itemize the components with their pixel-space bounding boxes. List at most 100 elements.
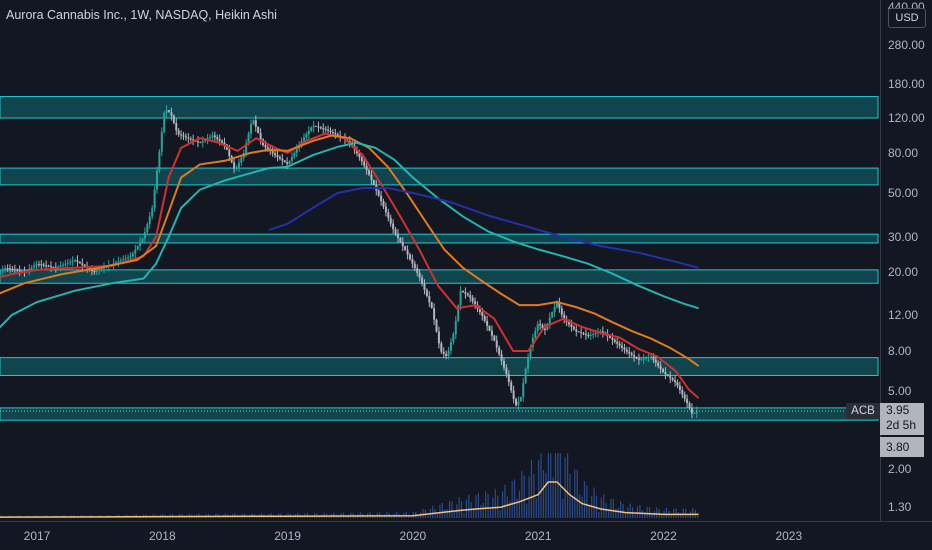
volume-bar [569,473,571,518]
candle-body [625,349,628,352]
volume-bar [504,484,506,518]
candle-body [11,268,14,270]
candle-body [394,229,397,234]
candle-body [524,368,527,383]
candle-body [54,267,57,269]
candle-body [62,264,65,266]
candle-body [160,132,163,152]
candle-body [452,334,455,343]
candle-body [413,263,416,269]
candle-body [100,268,103,270]
candle-body [329,130,332,133]
candle-body [543,328,546,330]
volume-bar [410,515,412,518]
candle-body [652,356,655,360]
candle-body [295,148,298,153]
volume-bar [624,513,627,518]
volume-bar [460,501,463,518]
currency-badge[interactable]: USD [888,8,926,28]
candle-body [288,161,291,165]
price-tick-label: 120.00 [888,111,925,125]
candle-body [115,262,118,264]
candle-body [158,151,161,171]
volume-bar [528,476,530,518]
candle-body [129,256,132,258]
volume-bar [229,516,231,518]
volume-bar [446,509,448,518]
candle-body [254,120,257,127]
candle-body [618,343,621,346]
price-chart-plot[interactable] [0,0,880,550]
candle-body [302,137,305,141]
candle-body [423,283,426,290]
volume-bar [634,514,636,518]
volume-bar [670,514,672,518]
candle-body [141,238,144,243]
volume-bar [513,479,516,518]
volume-bar [680,513,682,518]
candle-body [690,408,693,414]
volume-bar [338,515,340,518]
candle-body [40,264,43,266]
candle-body [52,266,55,268]
candle-body [182,135,185,137]
ma-blue-line [268,187,699,269]
volume-bar [473,508,475,518]
candle-body [319,127,322,129]
volume-bar [485,491,487,518]
volume-bar [501,491,504,518]
candle-body [49,266,52,268]
candle-body [146,224,149,233]
candle-body [153,189,156,209]
candle-body [500,354,503,361]
candle-body [143,232,146,239]
candle-body [122,259,125,261]
candle-body [93,271,96,273]
candle-body [676,382,679,386]
time-tick-label: 2017 [23,529,51,543]
candle-body [66,262,69,264]
volume-bar [588,505,590,518]
candle-body [74,260,77,262]
candle-body [57,266,60,268]
volume-bar [444,509,446,518]
volume-bar [610,498,612,518]
candle-body [522,382,525,397]
candle-body [9,268,12,270]
low-price-badge: 3.80 [880,437,924,457]
price-tick-label: 8.00 [888,344,912,358]
candle-body [216,137,219,140]
volume-bar [552,477,554,518]
volume-bar [480,505,482,518]
candle-body [613,339,616,342]
volume-bar [697,515,699,518]
volume-bar [482,502,484,518]
volume-bar [576,469,578,518]
volume-bar [523,475,525,518]
candle-body [45,265,48,267]
price-axis[interactable] [880,0,932,521]
candle-body [211,135,214,137]
volume-bar [432,505,434,518]
candle-body [324,128,327,130]
candle-body [584,333,587,335]
last-price-value: 3.95 [886,403,910,417]
candle-body [505,367,508,375]
volume-bar [439,504,441,518]
candle-body [363,161,366,166]
candle-body [377,190,380,196]
candle-body [355,149,358,154]
volume-bar [220,516,222,518]
time-axis[interactable] [0,521,932,550]
candle-body [440,343,443,352]
candle-body [628,351,631,354]
price-tick-label: 2.00 [888,462,912,476]
candle-body [237,162,240,168]
candle-body [315,125,318,127]
candle-body [35,264,38,266]
volume-bar [470,502,472,518]
zone-5 [0,357,879,376]
candle-body [148,216,151,225]
candle-body [387,212,390,218]
candle-body [681,390,684,395]
